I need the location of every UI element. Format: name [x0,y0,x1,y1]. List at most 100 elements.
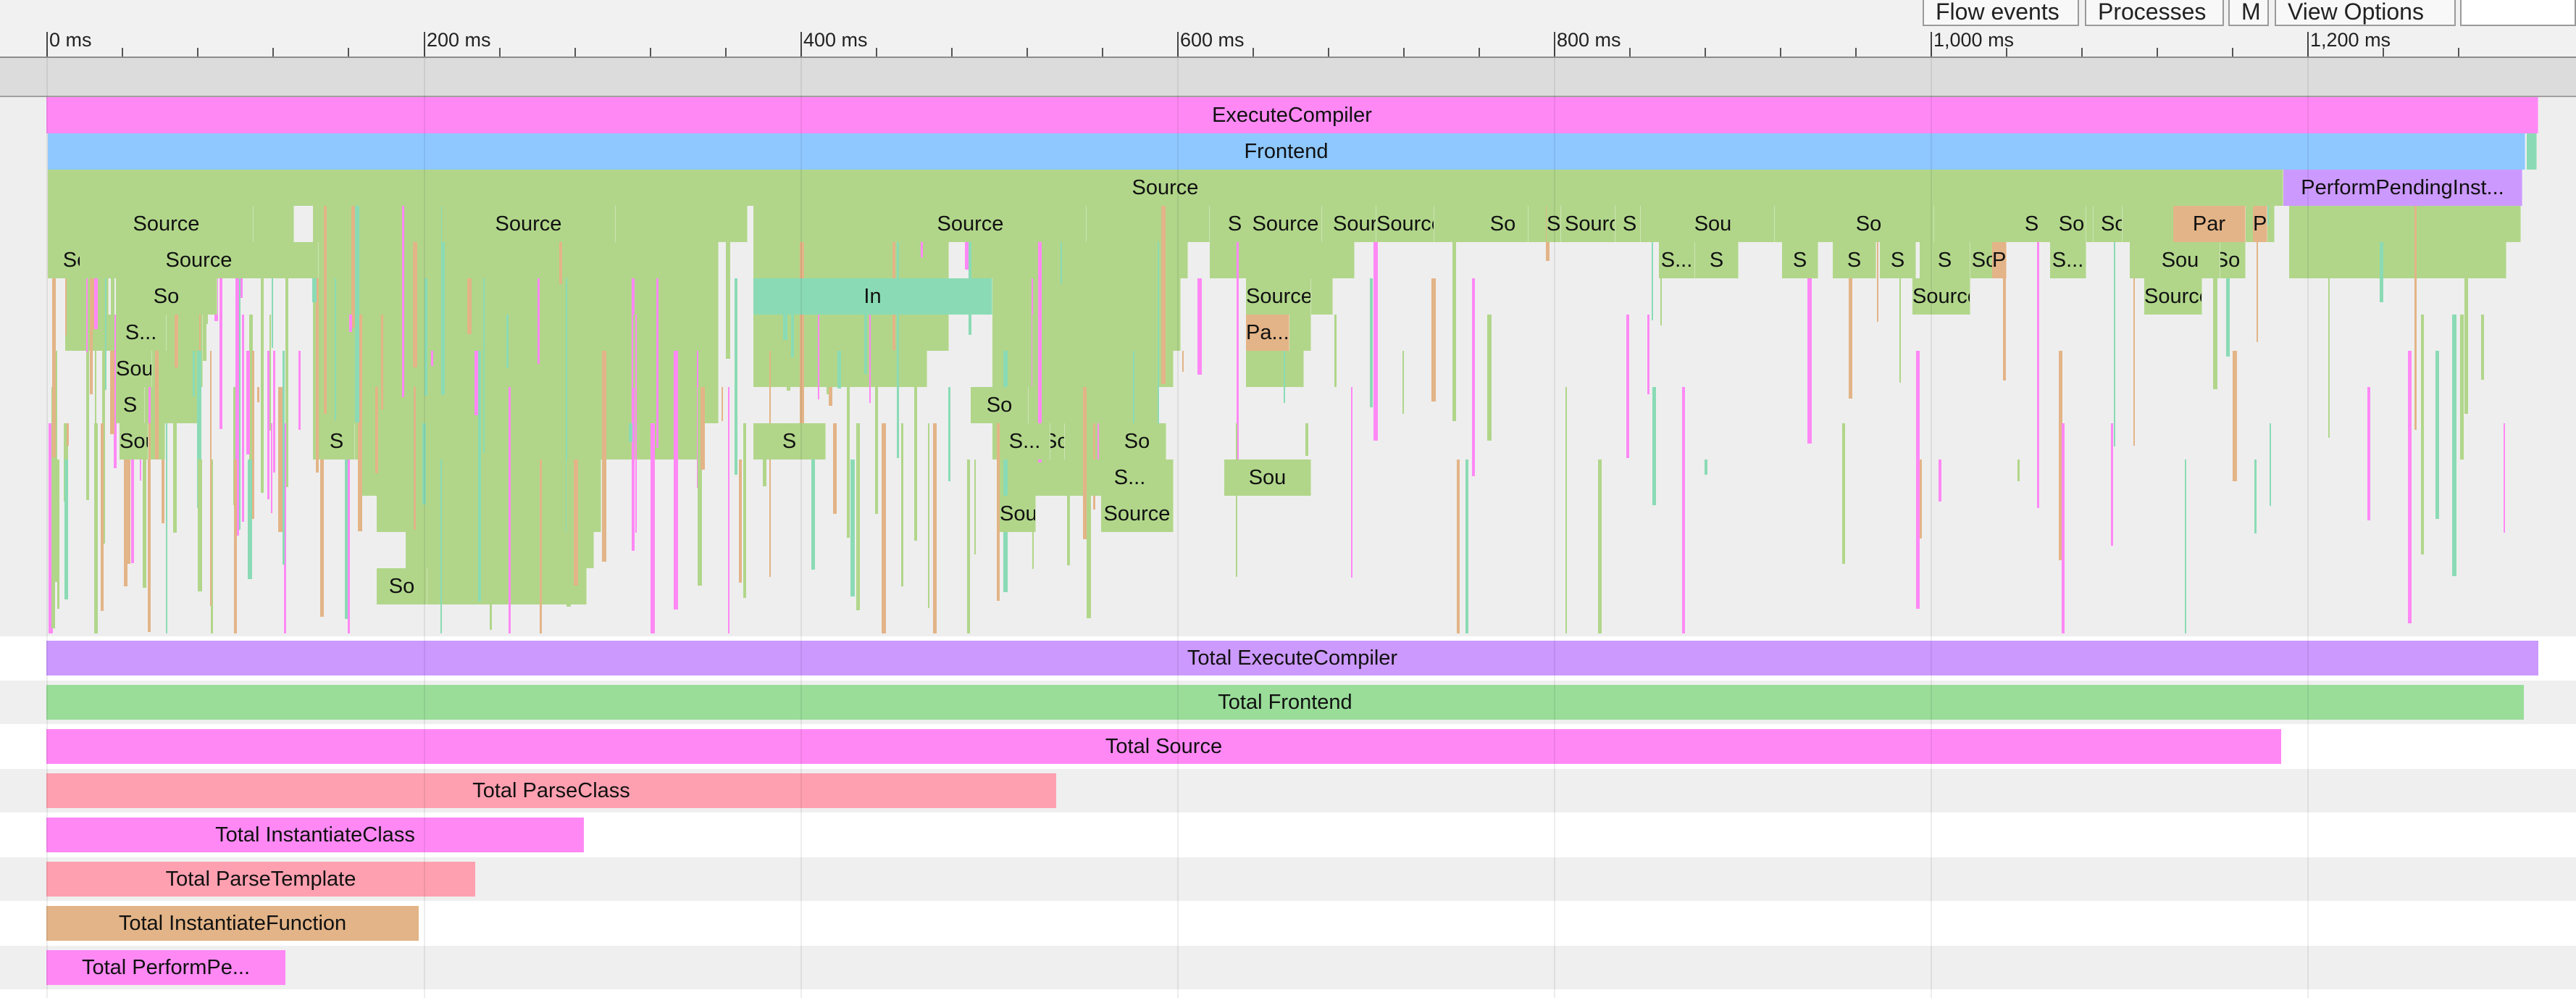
flame-sliver[interactable] [1284,315,1285,404]
flame-sliver[interactable] [238,278,241,530]
flame-sliver[interactable] [2367,387,2370,521]
flame-slice-source[interactable]: Source [80,242,319,278]
flame-sliver[interactable] [166,423,167,633]
flame-sliver[interactable] [1067,460,1070,565]
flame-sliver[interactable] [381,315,383,410]
flame-sliver[interactable] [219,278,222,430]
flame-slice-s[interactable]: S [116,387,145,423]
flame-sliver[interactable] [249,315,253,512]
flame-sliver[interactable] [1197,278,1202,375]
flame-sliver[interactable] [1277,206,1281,279]
flame-slice[interactable] [313,242,719,278]
flame-sliver[interactable] [414,387,416,531]
flame-sliver[interactable] [1334,315,1337,388]
flame-sliver[interactable] [402,206,404,398]
flame-sliver[interactable] [2435,351,2439,519]
flame-sliver[interactable] [2504,423,2505,533]
flame-sliver[interactable] [1916,351,1920,610]
flame-sliver[interactable] [53,351,57,583]
flame-slice-source[interactable]: Source [855,206,1087,242]
flame-slice-source[interactable]: Source [1250,206,1322,242]
flame-sliver[interactable] [478,351,481,602]
flame-slice-so[interactable]: So [971,387,1029,423]
flame-sliver[interactable] [769,351,771,578]
flame-slice[interactable] [2289,206,2521,242]
flame-slice-s[interactable]: S... [1087,460,1174,496]
flame-sliver[interactable] [538,278,540,364]
flame-sliver[interactable] [2414,206,2417,431]
flame-sliver[interactable] [273,351,275,473]
flame-sliver[interactable] [114,315,117,468]
flame-sliver[interactable] [105,242,106,390]
flame-sliver[interactable] [1351,387,1352,578]
flame-sliver[interactable] [345,460,348,619]
flame-sliver[interactable] [928,423,929,609]
flame-sliver[interactable] [548,387,552,427]
flame-sliver[interactable] [1899,242,1901,383]
flame-sliver[interactable] [241,278,243,298]
flame-sliver[interactable] [948,387,950,482]
flame-slice-par[interactable]: Par [1992,242,2007,278]
flame-sliver[interactable] [1939,460,1941,502]
flame-slice[interactable] [992,278,1181,315]
flame-sliver[interactable] [351,206,355,328]
flame-sliver[interactable] [284,423,286,633]
flame-sliver[interactable] [1038,242,1042,462]
flame-sliver[interactable] [413,242,417,368]
flame-sliver[interactable] [2133,278,2135,446]
flame-sliver[interactable] [155,278,159,460]
flame-sliver[interactable] [1487,315,1492,441]
flame-sliver[interactable] [64,460,68,599]
flame-slice-s[interactable]: S... [116,315,167,351]
flame-sliver[interactable] [827,242,829,394]
flame-sliver[interactable] [234,460,237,633]
flame-sliver[interactable] [1626,315,1629,459]
flame-sliver[interactable] [722,387,723,421]
flame-sliver[interactable] [110,351,114,434]
flame-sliver[interactable] [1660,278,1662,325]
flame-sliver[interactable] [1652,387,1656,506]
flame-sliver[interactable] [95,278,96,554]
flame-slice-par[interactable]: Par [2173,206,2246,242]
flame-sliver[interactable] [701,387,705,470]
flow-events-button[interactable]: Flow events [1923,0,2079,26]
flame-sliver[interactable] [869,315,871,403]
flame-sliver[interactable] [974,460,976,554]
flame-sliver[interactable] [1431,278,1436,402]
flame-sliver[interactable] [67,423,69,446]
flame-sliver[interactable] [1158,242,1159,454]
flame-sliver[interactable] [2460,315,2464,460]
flame-slice[interactable] [992,351,1174,387]
flame-sliver[interactable] [897,242,899,459]
total-bar-total-parsetemplate[interactable]: Total ParseTemplate [46,862,475,897]
flame-sliver[interactable] [51,387,55,628]
flame-sliver[interactable] [540,460,542,633]
flame-slice-source[interactable]: Source [80,206,254,242]
flame-sliver[interactable] [1705,460,1707,475]
flame-sliver[interactable] [1061,206,1062,285]
flame-sliver[interactable] [257,387,259,403]
flame-sliver[interactable] [2213,242,2217,390]
flame-sliver[interactable] [111,278,114,360]
flame-slice[interactable] [313,387,719,423]
flame-sliver[interactable] [2380,242,2383,303]
flame-sliver[interactable] [49,423,53,633]
flame-slice-s[interactable]: S [1782,242,1818,278]
flame-sliver[interactable] [1652,242,1653,320]
flame-sliver[interactable] [609,278,611,412]
flame-sliver[interactable] [349,315,352,333]
flame-sliver[interactable] [674,351,678,610]
flame-sliver[interactable] [2464,206,2468,415]
flame-sliver[interactable] [1003,351,1008,592]
flame-sliver[interactable] [210,351,212,607]
flame-sliver[interactable] [324,206,327,414]
flame-sliver[interactable] [93,242,98,330]
flame-sliver[interactable] [933,423,937,633]
flame-slice[interactable] [406,532,594,568]
flame-sliver[interactable] [355,206,359,423]
flame-sliver[interactable] [173,387,177,533]
search-input[interactable] [2460,0,2576,26]
flame-sliver[interactable] [267,351,269,500]
flame-sliver[interactable] [1682,387,1685,633]
flame-sliver[interactable] [1087,387,1091,618]
